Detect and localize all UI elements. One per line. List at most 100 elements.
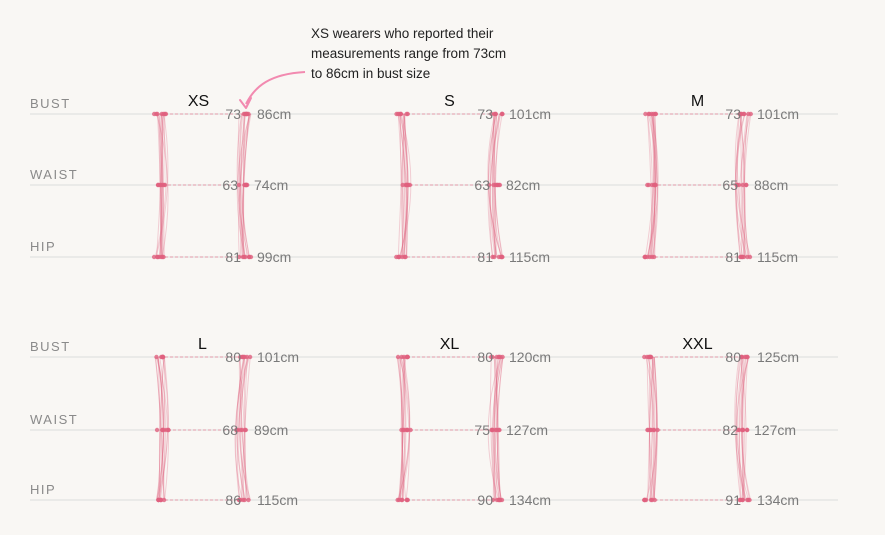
size-panel-l: L 80 101cm 68 89cm 86 115cm: [154, 336, 299, 508]
data-point: [740, 427, 745, 433]
data-point: [498, 497, 503, 503]
data-point: [494, 182, 500, 188]
max-value-label: 127cm: [506, 422, 548, 438]
data-point: [655, 427, 660, 433]
max-value-label: 101cm: [257, 349, 299, 365]
data-point: [646, 111, 651, 117]
data-point: [745, 497, 750, 503]
min-value-label: 81: [725, 249, 741, 265]
data-point: [746, 111, 751, 117]
max-value-label: 101cm: [509, 106, 551, 122]
data-point: [744, 182, 749, 188]
data-point: [400, 182, 405, 188]
data-point: [154, 254, 160, 260]
data-point: [243, 254, 248, 260]
size-panel-xl: XL 80 120cm 75 127cm 90 134cm: [395, 336, 551, 508]
min-value-label: 73: [725, 106, 741, 122]
max-value-label: 120cm: [509, 349, 551, 365]
data-point: [500, 111, 505, 117]
data-point: [243, 111, 249, 117]
data-point: [490, 427, 495, 433]
data-point: [738, 497, 743, 503]
data-point: [158, 254, 164, 260]
max-value-label: 134cm: [757, 492, 799, 508]
data-point: [405, 111, 410, 117]
data-point: [738, 354, 744, 360]
data-point: [489, 111, 494, 117]
data-point: [240, 497, 246, 503]
data-point: [644, 354, 650, 360]
size-panel-s: S 73 101cm 63 82cm 81 115cm: [394, 93, 551, 265]
max-value-label: 82cm: [506, 177, 540, 193]
size-label: M: [691, 93, 704, 110]
data-point: [490, 354, 495, 360]
max-value-label: 115cm: [509, 249, 550, 265]
data-point: [236, 182, 242, 188]
data-point: [744, 427, 750, 433]
data-point: [490, 497, 496, 503]
body-outline: [155, 113, 169, 258]
min-value-label: 73: [477, 106, 493, 122]
data-point: [247, 254, 252, 260]
max-value-label: 115cm: [257, 492, 298, 508]
size-label: XL: [440, 336, 460, 353]
max-value-label: 134cm: [509, 492, 551, 508]
max-value-label: 125cm: [757, 349, 799, 365]
data-point: [244, 354, 250, 360]
data-point: [649, 254, 655, 260]
body-outline: [157, 356, 161, 501]
data-point: [239, 354, 245, 360]
min-value-label: 63: [474, 177, 490, 193]
data-point: [396, 254, 401, 260]
size-panel-xs: XS 73 86cm 63 74cm 81 99cm: [151, 93, 291, 265]
data-point: [404, 354, 409, 360]
data-point: [395, 354, 401, 360]
data-point: [496, 427, 501, 433]
data-point: [236, 254, 242, 260]
data-point: [493, 111, 498, 117]
data-point: [492, 254, 497, 260]
data-point: [246, 497, 251, 503]
data-point: [154, 111, 159, 117]
body-outline: [158, 356, 165, 501]
data-point: [739, 111, 744, 117]
min-value-label: 82: [722, 422, 738, 438]
body-outline: [734, 356, 746, 501]
max-value-label: 127cm: [754, 422, 796, 438]
data-point: [499, 254, 505, 260]
data-point: [156, 497, 161, 503]
size-label: L: [198, 336, 207, 353]
size-label: XXL: [682, 336, 712, 353]
data-point: [163, 111, 169, 117]
data-point: [166, 427, 171, 433]
data-point: [400, 254, 405, 260]
data-point: [651, 111, 656, 117]
data-point: [740, 182, 746, 188]
data-point: [496, 354, 502, 360]
min-value-label: 80: [225, 349, 241, 365]
data-point: [742, 354, 748, 360]
max-value-label: 115cm: [757, 249, 798, 265]
data-point: [401, 427, 407, 433]
row-label-bust: BUST: [30, 96, 71, 111]
data-point: [648, 497, 654, 503]
annotation-arrow: [245, 71, 306, 105]
data-point: [161, 427, 167, 433]
data-point: [408, 427, 413, 433]
data-point: [243, 182, 248, 188]
min-value-label: 81: [477, 249, 493, 265]
min-value-label: 86: [225, 492, 241, 508]
data-point: [242, 427, 248, 433]
data-point: [486, 182, 492, 188]
data-point: [745, 254, 750, 260]
min-value-label: 90: [477, 492, 493, 508]
data-point: [738, 254, 743, 260]
annotation-line: to 86cm in bust size: [311, 66, 430, 81]
body-outline: [240, 113, 250, 258]
data-point: [407, 182, 413, 188]
data-point: [158, 354, 164, 360]
max-value-label: 101cm: [757, 106, 799, 122]
data-point: [642, 254, 647, 260]
max-value-label: 99cm: [257, 249, 291, 265]
